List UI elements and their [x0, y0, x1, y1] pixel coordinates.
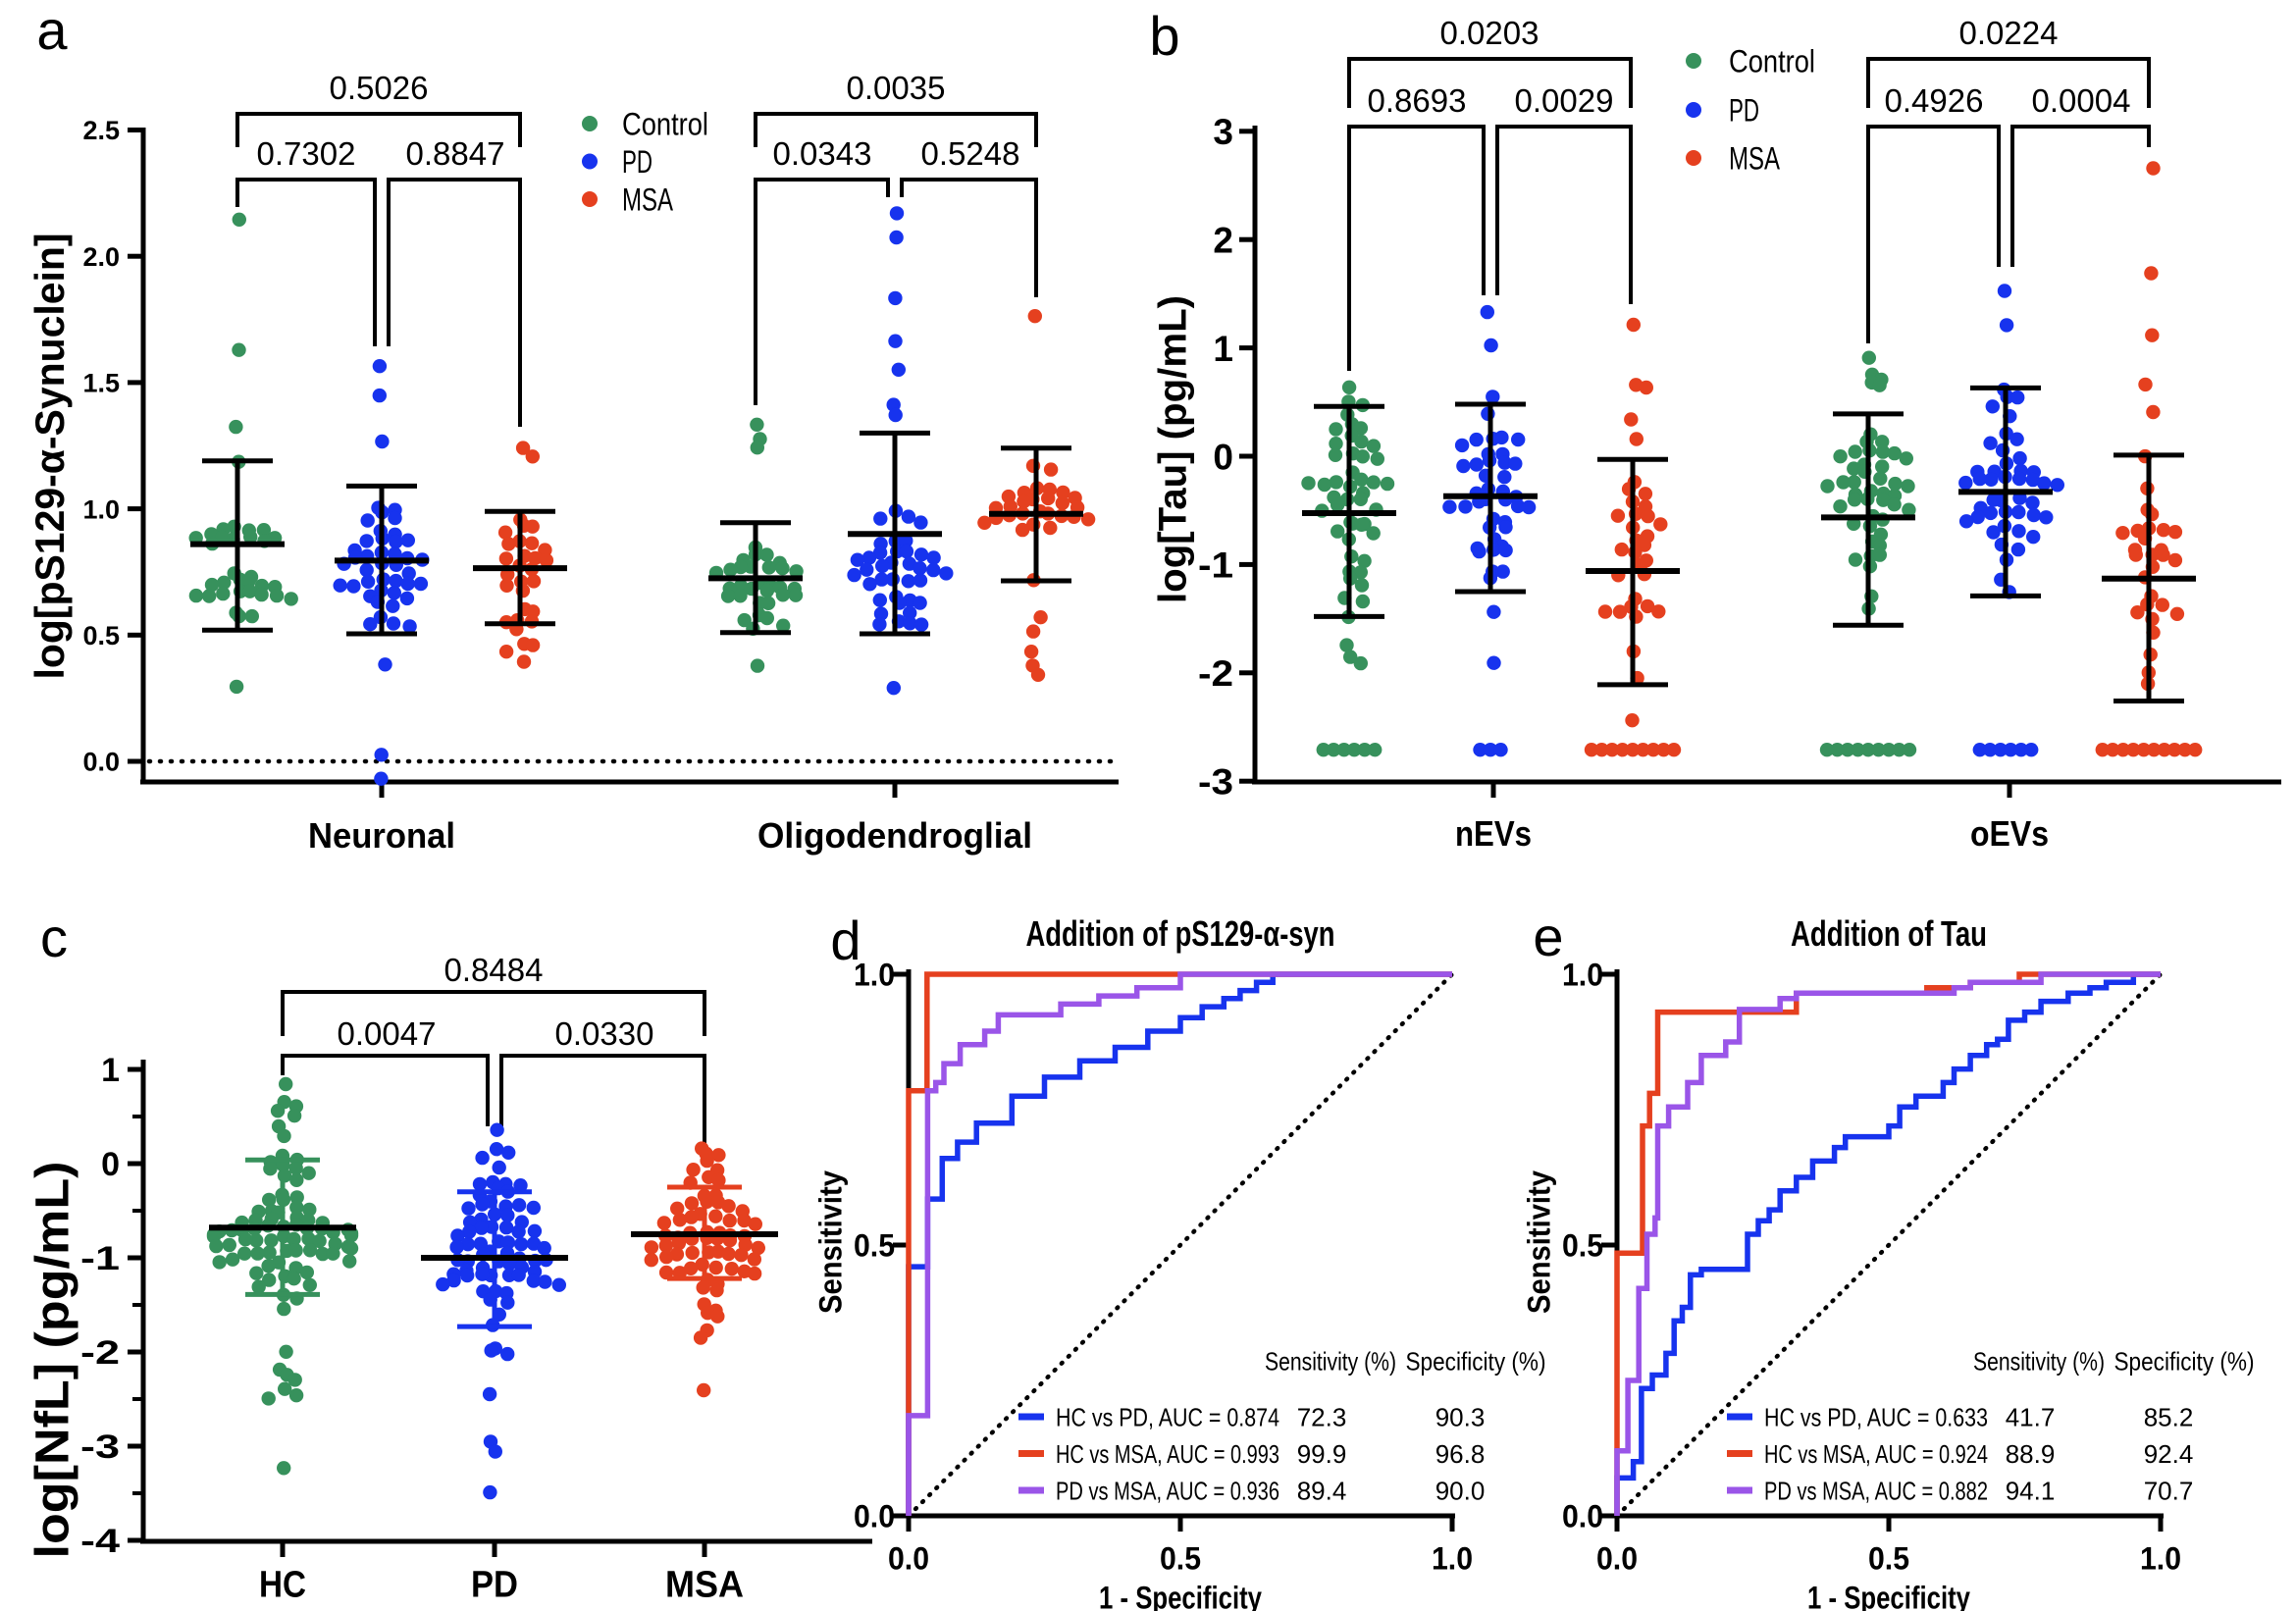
svg-text:1 - Specificity: 1 - Specificity — [1807, 1581, 1970, 1611]
svg-text:0.5: 0.5 — [82, 621, 120, 650]
svg-text:Specificity (%): Specificity (%) — [2114, 1346, 2255, 1376]
svg-text:92.4: 92.4 — [2144, 1439, 2194, 1469]
svg-text:d: d — [830, 909, 861, 971]
svg-text:PD: PD — [1729, 93, 1759, 129]
svg-text:Control: Control — [622, 107, 708, 142]
svg-text:Addition of Tau: Addition of Tau — [1791, 913, 1987, 954]
svg-text:0.0330: 0.0330 — [555, 1015, 654, 1052]
svg-text:0.0004: 0.0004 — [2032, 82, 2131, 119]
svg-text:0.0: 0.0 — [1596, 1541, 1638, 1577]
svg-text:89.4: 89.4 — [1297, 1476, 1347, 1505]
svg-text:Neuronal: Neuronal — [308, 815, 455, 856]
svg-text:PD: PD — [622, 144, 652, 180]
svg-text:HC vs MSA, AUC = 0.924: HC vs MSA, AUC = 0.924 — [1764, 1439, 1988, 1469]
svg-text:88.9: 88.9 — [2006, 1439, 2056, 1469]
svg-text:0.0: 0.0 — [888, 1541, 929, 1577]
svg-text:-1: -1 — [1198, 546, 1233, 586]
svg-text:0: 0 — [1213, 437, 1233, 477]
svg-text:-2: -2 — [1198, 653, 1233, 694]
svg-text:1.0: 1.0 — [82, 494, 120, 524]
svg-text:0.7302: 0.7302 — [257, 135, 356, 172]
svg-text:70.7: 70.7 — [2144, 1476, 2194, 1505]
svg-text:1: 1 — [101, 1052, 120, 1089]
svg-text:0.5: 0.5 — [854, 1228, 895, 1264]
svg-text:90.3: 90.3 — [1435, 1402, 1486, 1431]
svg-text:-4: -4 — [80, 1523, 120, 1560]
svg-text:99.9: 99.9 — [1297, 1439, 1347, 1469]
svg-text:94.1: 94.1 — [2006, 1476, 2056, 1505]
svg-text:0.0035: 0.0035 — [847, 70, 946, 106]
svg-text:Addition of pS129-α-syn: Addition of pS129-α-syn — [1026, 913, 1335, 954]
svg-text:-3: -3 — [1198, 762, 1233, 803]
svg-text:2.5: 2.5 — [82, 116, 120, 145]
svg-text:85.2: 85.2 — [2144, 1402, 2194, 1431]
svg-text:0.8847: 0.8847 — [406, 135, 505, 172]
svg-text:MSA: MSA — [665, 1565, 744, 1606]
svg-text:1.0: 1.0 — [854, 958, 895, 993]
svg-text:a: a — [36, 0, 68, 61]
svg-text:0.5248: 0.5248 — [921, 135, 1020, 172]
svg-text:Sensitivity: Sensitivity — [1522, 1170, 1557, 1314]
svg-text:Sensitivity: Sensitivity — [813, 1170, 849, 1314]
svg-text:log[Tau] (pg/mL): log[Tau] (pg/mL) — [1151, 295, 1194, 603]
svg-text:0.5026: 0.5026 — [330, 70, 429, 106]
svg-text:HC vs PD, AUC = 0.633: HC vs PD, AUC = 0.633 — [1764, 1402, 1988, 1431]
svg-text:PD vs MSA, AUC = 0.936: PD vs MSA, AUC = 0.936 — [1056, 1476, 1279, 1505]
svg-text:0.5: 0.5 — [1868, 1541, 1909, 1577]
svg-text:-3: -3 — [80, 1429, 120, 1466]
svg-text:1.0: 1.0 — [1432, 1541, 1473, 1577]
svg-text:-1: -1 — [80, 1240, 120, 1277]
svg-text:0: 0 — [101, 1146, 120, 1183]
svg-text:1.0: 1.0 — [1562, 958, 1603, 993]
svg-text:MSA: MSA — [622, 182, 673, 218]
svg-text:HC vs PD, AUC = 0.874: HC vs PD, AUC = 0.874 — [1056, 1402, 1279, 1431]
svg-text:nEVs: nEVs — [1455, 813, 1532, 854]
svg-text:Control: Control — [1729, 44, 1815, 79]
svg-text:log[NfL] (pg/mL): log[NfL] (pg/mL) — [26, 1162, 78, 1559]
svg-text:2.0: 2.0 — [82, 242, 120, 272]
svg-text:Sensitivity (%): Sensitivity (%) — [1265, 1346, 1396, 1376]
svg-text:1 - Specificity: 1 - Specificity — [1099, 1581, 1262, 1611]
svg-text:0.0343: 0.0343 — [773, 135, 872, 172]
svg-text:b: b — [1149, 5, 1179, 67]
svg-text:c: c — [40, 907, 68, 968]
svg-text:90.0: 90.0 — [1435, 1476, 1486, 1505]
svg-text:0.0: 0.0 — [82, 748, 120, 777]
svg-text:0.8693: 0.8693 — [1368, 82, 1467, 119]
svg-text:2: 2 — [1213, 221, 1233, 261]
svg-text:PD: PD — [471, 1565, 518, 1606]
svg-text:1.5: 1.5 — [82, 369, 120, 398]
svg-text:HC: HC — [259, 1565, 306, 1606]
svg-text:e: e — [1533, 906, 1563, 967]
svg-text:72.3: 72.3 — [1297, 1402, 1347, 1431]
svg-text:1.0: 1.0 — [2140, 1541, 2181, 1577]
svg-text:0.0047: 0.0047 — [338, 1015, 437, 1052]
svg-text:0.8484: 0.8484 — [444, 952, 544, 988]
svg-text:0.0203: 0.0203 — [1440, 15, 1539, 51]
svg-text:PD vs MSA, AUC = 0.882: PD vs MSA, AUC = 0.882 — [1764, 1476, 1988, 1505]
svg-text:MSA: MSA — [1729, 141, 1780, 177]
svg-text:0.0224: 0.0224 — [1959, 15, 2059, 51]
svg-text:-2: -2 — [80, 1334, 120, 1372]
svg-text:0.4926: 0.4926 — [1885, 82, 1984, 119]
svg-text:96.8: 96.8 — [1435, 1439, 1486, 1469]
svg-text:log[pS129-α-Synuclein]: log[pS129-α-Synuclein] — [26, 234, 73, 680]
svg-text:oEVs: oEVs — [1970, 813, 2049, 854]
svg-text:Specificity (%): Specificity (%) — [1406, 1346, 1546, 1376]
svg-text:0.0: 0.0 — [854, 1499, 895, 1534]
svg-text:Oligodendroglial: Oligodendroglial — [757, 815, 1032, 856]
svg-text:0.5: 0.5 — [1562, 1228, 1603, 1264]
svg-text:0.0029: 0.0029 — [1515, 82, 1614, 119]
svg-text:0.0: 0.0 — [1562, 1499, 1603, 1534]
svg-text:1: 1 — [1213, 329, 1233, 369]
svg-text:41.7: 41.7 — [2006, 1402, 2056, 1431]
svg-text:HC vs MSA, AUC = 0.993: HC vs MSA, AUC = 0.993 — [1056, 1439, 1279, 1469]
svg-text:0.5: 0.5 — [1160, 1541, 1201, 1577]
svg-text:Sensitivity (%): Sensitivity (%) — [1973, 1346, 2105, 1376]
svg-text:3: 3 — [1213, 112, 1233, 152]
